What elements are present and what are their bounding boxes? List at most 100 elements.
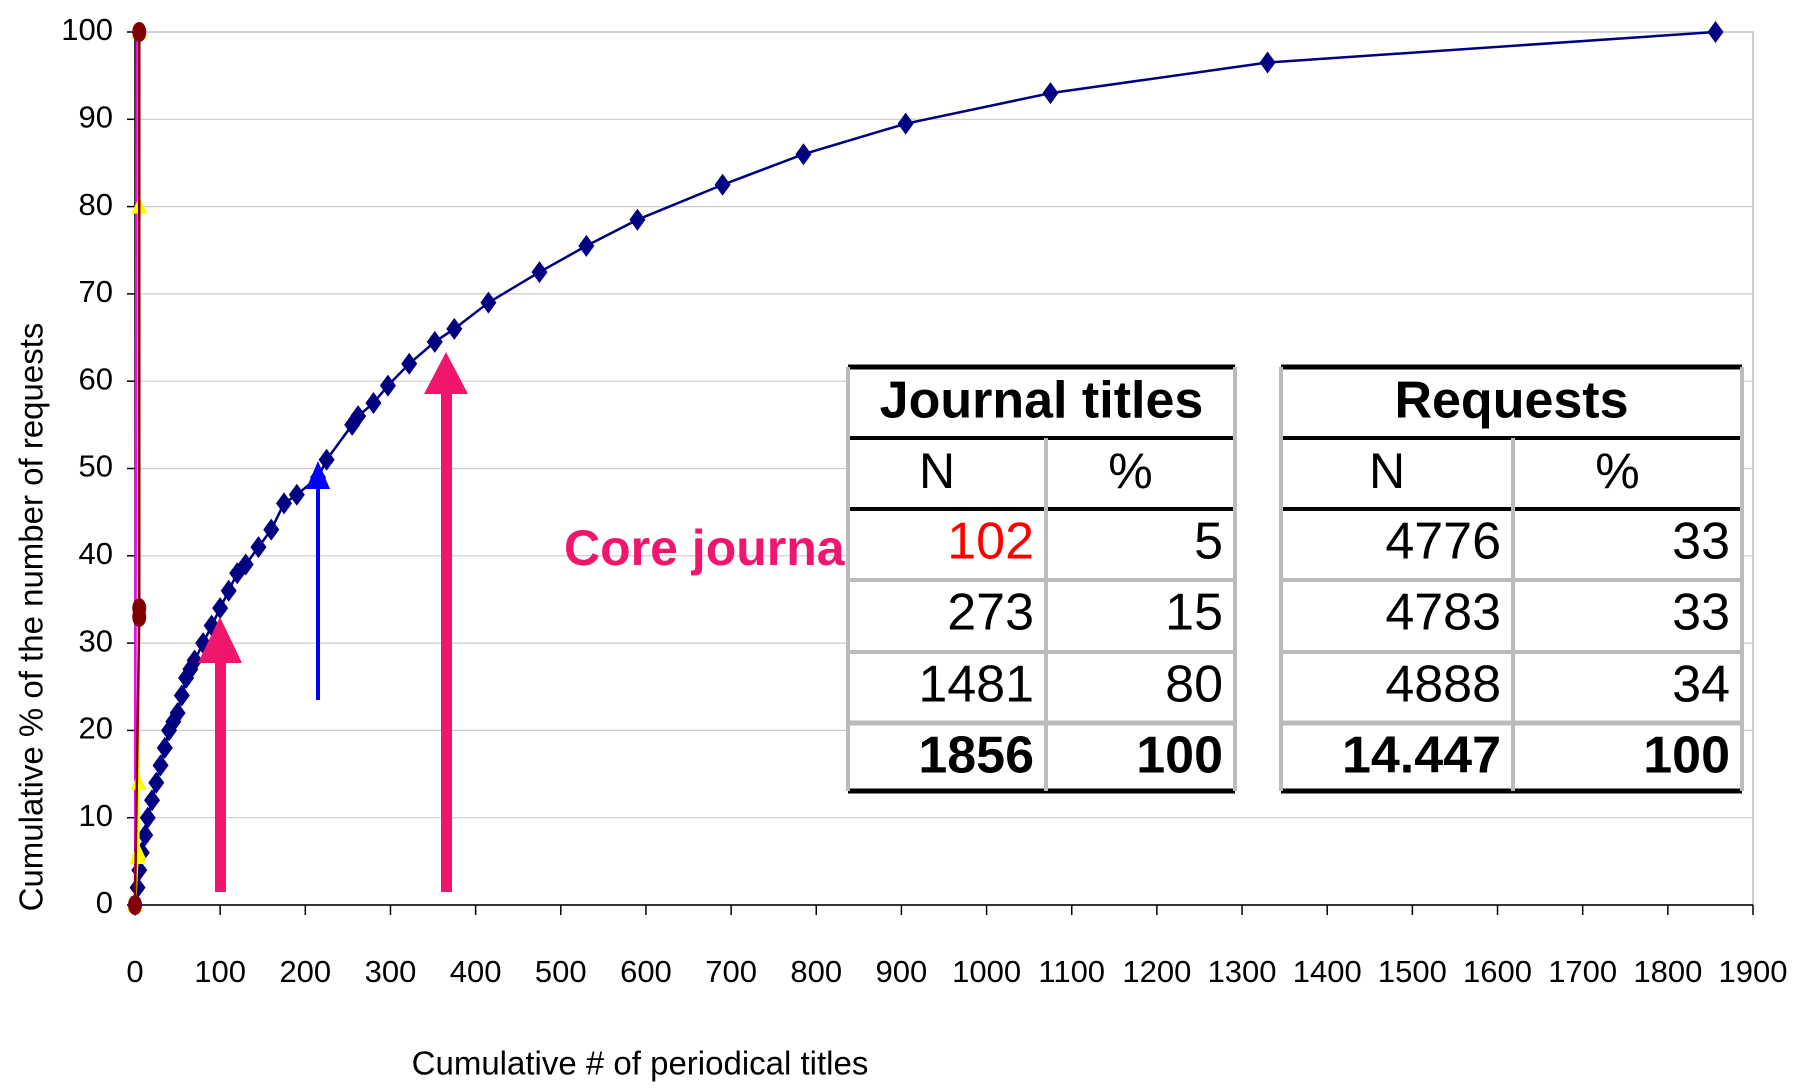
y-tick-label: 90: [79, 99, 113, 134]
table-cell: 100: [1643, 727, 1730, 785]
x-tick-label: 1300: [1208, 954, 1277, 989]
x-axis-title: Cumulative # of periodical titles: [412, 1045, 869, 1082]
point: [1707, 21, 1724, 43]
point: [156, 736, 173, 759]
point: [446, 317, 463, 340]
point: [186, 649, 203, 672]
x-tick-label: 300: [365, 954, 417, 989]
x-tick-label: 1000: [952, 954, 1021, 989]
x-tick-label: 1800: [1633, 954, 1702, 989]
point: [130, 772, 147, 790]
point: [578, 234, 595, 257]
y-tick-label: 20: [79, 711, 113, 746]
y-tick-label: 10: [79, 798, 113, 833]
x-tick-label: 500: [535, 954, 587, 989]
point: [128, 895, 142, 915]
point: [237, 553, 254, 576]
table-cell: 1481: [918, 656, 1034, 714]
arrow-shaft: [316, 485, 320, 700]
x-tick-label: 200: [279, 954, 331, 989]
table-cell: 5: [1194, 513, 1223, 571]
table-subheader: %: [1108, 443, 1152, 499]
annotation: Core journals: [564, 520, 886, 576]
point: [276, 492, 293, 515]
y-tick-label: 70: [79, 274, 113, 309]
y-tick-label: 50: [79, 449, 113, 484]
point: [480, 291, 497, 314]
table-cell: 14.447: [1342, 727, 1501, 785]
x-tick-label: 600: [620, 954, 672, 989]
series-line: [133, 31, 138, 906]
y-tick-label: 0: [96, 885, 113, 920]
arrow-head: [306, 461, 330, 489]
table-cell: 33: [1672, 513, 1730, 571]
table-cell: 4776: [1385, 513, 1501, 571]
point: [144, 789, 161, 812]
x-tick-label: 1900: [1719, 954, 1788, 989]
x-tick-label: 1700: [1548, 954, 1617, 989]
point: [220, 579, 237, 602]
y-tick-label: 40: [79, 536, 113, 571]
x-tick-label: 800: [790, 954, 842, 989]
point: [173, 684, 190, 707]
point: [152, 754, 169, 777]
point: [129, 876, 146, 899]
table-subheader: N: [919, 443, 955, 499]
x-tick-label: 1400: [1293, 954, 1362, 989]
arrow-head: [424, 352, 468, 394]
x-tick-label: 1500: [1378, 954, 1447, 989]
table-subheader: N: [1369, 443, 1405, 499]
series-line: [133, 30, 1716, 906]
point: [350, 405, 367, 428]
table-cell: 34: [1672, 656, 1730, 714]
point: [212, 597, 229, 620]
x-tick-label: 1600: [1463, 954, 1532, 989]
point: [1259, 51, 1276, 74]
table-cell: 15: [1165, 584, 1223, 642]
y-tick-label: 100: [61, 12, 113, 47]
point: [531, 261, 548, 284]
y-axis-title: Cumulative % of the number of requests: [13, 323, 50, 912]
point: [132, 598, 147, 619]
arrow-shaft: [441, 388, 452, 892]
arrow-head: [198, 617, 242, 663]
point: [795, 143, 812, 166]
point: [130, 842, 147, 860]
table-cell: 33: [1672, 584, 1730, 642]
y-tick-label: 60: [79, 361, 113, 396]
table: Journal titles Requests N% N % 102 5 4776 33 273 1…: [846, 364, 1744, 794]
point: [250, 536, 267, 559]
x-tick-label: 0: [126, 954, 143, 989]
x-tick-label: 1100: [1038, 954, 1105, 989]
point: [629, 208, 646, 231]
table-cell: 80: [1165, 656, 1223, 714]
table-cell: 1856: [918, 727, 1034, 785]
table-subheader: %: [1595, 443, 1639, 499]
table-cell: 100: [1136, 727, 1223, 785]
point: [318, 448, 335, 471]
point: [139, 806, 156, 829]
table-header: Journal titles: [880, 372, 1204, 430]
point: [1042, 82, 1059, 105]
arrow-shaft: [215, 655, 226, 892]
point: [426, 330, 443, 353]
table-header: Requests: [1394, 372, 1628, 430]
point: [263, 518, 280, 541]
x-tick-label: 900: [876, 954, 928, 989]
table-cell: 4888: [1385, 656, 1501, 714]
y-tick-label: 80: [79, 187, 113, 222]
y-tick-label: 30: [79, 623, 113, 658]
table-cell: 102: [947, 513, 1034, 571]
point: [148, 771, 165, 794]
point: [132, 22, 147, 42]
table-cell: 273: [947, 584, 1034, 642]
x-tick-label: 700: [705, 954, 757, 989]
x-tick-label: 100: [194, 954, 246, 989]
point: [169, 701, 186, 724]
point: [897, 112, 914, 135]
point: [288, 483, 305, 506]
point: [365, 392, 382, 415]
point: [137, 824, 154, 847]
x-tick-label: 1200: [1122, 954, 1191, 989]
